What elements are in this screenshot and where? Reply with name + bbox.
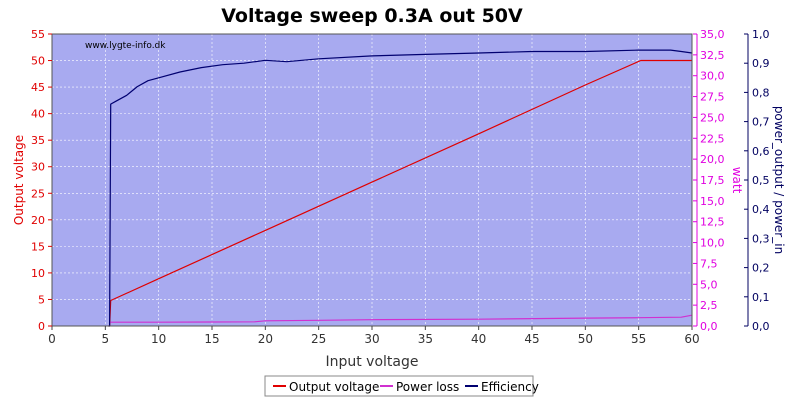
watermark: www.lygte-info.dk — [85, 41, 166, 51]
legend-box — [264, 375, 534, 397]
legend-label: Output voltage — [289, 380, 379, 394]
left-tick-label: 30 — [31, 161, 45, 174]
mid-tick-label: 0,0 — [700, 320, 718, 333]
right-tick-label: 0,2 — [752, 262, 770, 275]
x-tick-label: 0 — [48, 332, 56, 346]
right-tick-label: 0,6 — [752, 145, 770, 158]
mid-tick-label: 2,5 — [700, 299, 718, 312]
left-tick-label: 25 — [31, 187, 45, 200]
left-tick-label: 0 — [38, 320, 45, 333]
right-tick-label: 0,7 — [752, 116, 770, 129]
x-tick-label: 40 — [471, 332, 486, 346]
right-tick-label: 0,5 — [752, 174, 770, 187]
mid-tick-label: 17,5 — [700, 174, 725, 187]
x-tick-label: 10 — [151, 332, 166, 346]
x-tick-label: 25 — [311, 332, 326, 346]
right-tick-label: 0,1 — [752, 291, 770, 304]
legend: Output voltage Power loss Efficiency — [264, 375, 539, 397]
left-tick-label: 40 — [31, 108, 45, 121]
mid-tick-label: 25,0 — [700, 111, 725, 124]
left-tick-label: 20 — [31, 214, 45, 227]
right-tick-label: 0,4 — [752, 203, 770, 216]
left-tick-label: 35 — [31, 134, 45, 147]
right-tick-label: 0,8 — [752, 86, 770, 99]
x-tick-label: 55 — [631, 332, 646, 346]
right-axis-label: power_output / power_in — [772, 106, 786, 254]
right-tick-label: 0,9 — [752, 57, 770, 70]
mid-tick-label: 10,0 — [700, 237, 725, 250]
left-tick-label: 15 — [31, 240, 45, 253]
mid-tick-label: 22,5 — [700, 132, 725, 145]
mid-tick-label: 5,0 — [700, 278, 718, 291]
mid-tick-label: 30,0 — [700, 70, 725, 83]
x-tick-label: 30 — [364, 332, 379, 346]
left-tick-label: 45 — [31, 81, 45, 94]
left-axis-label: Output voltage — [12, 135, 26, 225]
right-tick-label: 1,0 — [752, 28, 770, 41]
mid-tick-label: 15,0 — [700, 195, 725, 208]
mid-axis-label: watt — [730, 167, 744, 194]
right-tick-label: 0,0 — [752, 320, 770, 333]
mid-tick-label: 35,0 — [700, 28, 725, 41]
x-tick-label: 20 — [258, 332, 273, 346]
legend-label: Power loss — [396, 380, 459, 394]
x-tick-label: 50 — [578, 332, 593, 346]
x-tick-label: 60 — [684, 332, 699, 346]
left-tick-label: 5 — [38, 293, 45, 306]
left-tick-label: 50 — [31, 55, 45, 68]
left-tick-label: 10 — [31, 267, 45, 280]
left-tick-label: 55 — [31, 28, 45, 41]
series-line-efficiency — [108, 49, 693, 327]
mid-tick-label: 32,5 — [700, 49, 725, 62]
x-tick-label: 15 — [204, 332, 219, 346]
mid-tick-label: 27,5 — [700, 91, 725, 104]
mid-tick-label: 12,5 — [700, 216, 725, 229]
series-layer — [108, 49, 693, 327]
x-tick-label: 35 — [418, 332, 433, 346]
x-tick-label: 45 — [524, 332, 539, 346]
mid-tick-label: 7,5 — [700, 257, 718, 270]
mid-tick-label: 20,0 — [700, 153, 725, 166]
right-tick-label: 0,3 — [752, 232, 770, 245]
x-axis-label: Input voltage — [325, 354, 418, 370]
chart-title: Voltage sweep 0.3A out 50V — [221, 5, 523, 27]
axes: 0 5 10 15 20 25 30 35 40 45 50 55 60 0 5 10 15 20 25 30 35 40… — [31, 28, 770, 346]
series-line-power-loss — [109, 314, 693, 323]
x-tick-label: 5 — [102, 332, 110, 346]
legend-label: Efficiency — [481, 380, 539, 394]
